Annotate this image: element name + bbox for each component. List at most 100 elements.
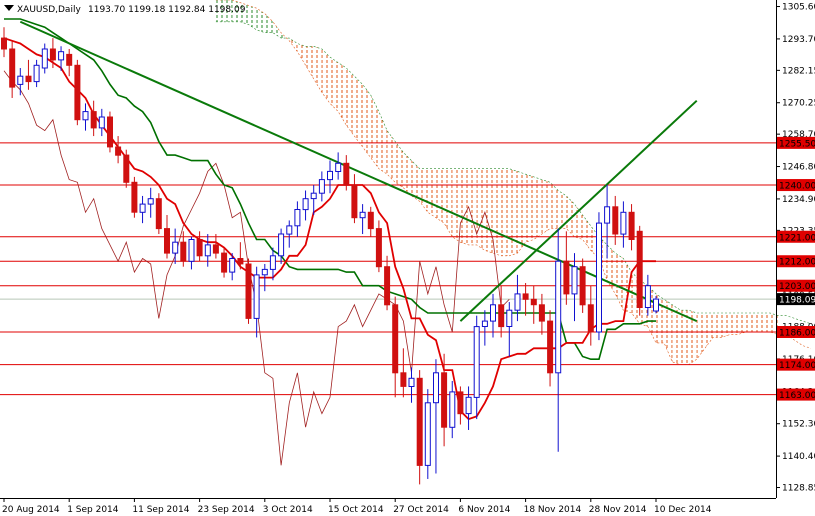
- candle[interactable]: [147, 187, 154, 218]
- candle[interactable]: [17, 68, 24, 96]
- candle[interactable]: [408, 367, 415, 403]
- candle[interactable]: [351, 174, 358, 224]
- candle[interactable]: [66, 48, 73, 77]
- candle[interactable]: [457, 386, 464, 425]
- candle[interactable]: [522, 283, 529, 316]
- candle[interactable]: [253, 266, 260, 338]
- candle[interactable]: [587, 285, 594, 346]
- trend-lines: [19, 20, 698, 323]
- candle[interactable]: [98, 108, 105, 137]
- candle[interactable]: [269, 247, 276, 281]
- candle[interactable]: [490, 293, 496, 338]
- candle[interactable]: [571, 253, 578, 322]
- candle[interactable]: [596, 212, 602, 341]
- candle[interactable]: [612, 195, 619, 245]
- candle[interactable]: [261, 263, 268, 292]
- candle[interactable]: [139, 195, 146, 224]
- candle[interactable]: [74, 59, 81, 126]
- candle[interactable]: [343, 155, 350, 191]
- candle[interactable]: [563, 231, 570, 305]
- candle[interactable]: [644, 274, 651, 316]
- candle[interactable]: [172, 228, 179, 264]
- candle[interactable]: [473, 315, 480, 420]
- candle[interactable]: [547, 310, 554, 387]
- candle[interactable]: [653, 296, 659, 314]
- candle[interactable]: [335, 152, 342, 180]
- ohlc-readout: 1193.70 1199.18 1192.84 1198.09: [88, 5, 246, 15]
- candle[interactable]: [392, 296, 399, 398]
- candle[interactable]: [155, 193, 162, 235]
- candle[interactable]: [131, 176, 138, 218]
- candle-body: [1, 37, 7, 50]
- candle[interactable]: [245, 258, 252, 324]
- candle[interactable]: [180, 231, 187, 267]
- candle[interactable]: [441, 353, 448, 447]
- candle[interactable]: [164, 214, 170, 259]
- candle[interactable]: [498, 285, 505, 338]
- candle[interactable]: [318, 171, 325, 202]
- candle[interactable]: [530, 285, 537, 324]
- candle[interactable]: [33, 59, 40, 88]
- level-price-label: 1212.00: [777, 255, 815, 268]
- candle[interactable]: [41, 43, 48, 74]
- candle[interactable]: [278, 228, 285, 264]
- candle[interactable]: [327, 160, 333, 194]
- candle[interactable]: [538, 293, 545, 335]
- candle[interactable]: [310, 185, 317, 215]
- level-label-text: 1221.00: [779, 233, 815, 243]
- candle[interactable]: [433, 359, 439, 474]
- senkou-span-a: [215, 0, 811, 365]
- candle[interactable]: [555, 228, 562, 452]
- candle[interactable]: [465, 386, 472, 430]
- candle-body: [498, 304, 505, 328]
- cloud-segment: [387, 130, 396, 183]
- x-tick-label: 6 Nov 2014: [458, 505, 510, 515]
- candle[interactable]: [302, 190, 309, 221]
- candle[interactable]: [237, 242, 244, 270]
- candle[interactable]: [367, 206, 374, 237]
- candle[interactable]: [384, 255, 391, 311]
- candle[interactable]: [400, 348, 407, 398]
- candle[interactable]: [359, 204, 366, 235]
- current-price-label: 1198.09: [777, 293, 815, 306]
- candle[interactable]: [9, 40, 16, 98]
- candle[interactable]: [107, 111, 113, 153]
- candle[interactable]: [221, 247, 228, 278]
- trend-line[interactable]: [459, 99, 698, 322]
- candle[interactable]: [123, 149, 130, 188]
- candle[interactable]: [115, 136, 122, 164]
- candle[interactable]: [49, 38, 56, 69]
- candle[interactable]: [82, 103, 89, 131]
- candle[interactable]: [58, 46, 65, 71]
- candle[interactable]: [628, 204, 635, 251]
- candle[interactable]: [416, 370, 423, 485]
- candle[interactable]: [620, 201, 627, 248]
- candle[interactable]: [579, 258, 586, 313]
- candle[interactable]: [90, 100, 97, 137]
- candle[interactable]: [636, 225, 643, 316]
- x-tick-label: 18 Nov 2014: [524, 505, 582, 515]
- candle-body: [596, 222, 602, 333]
- candle[interactable]: [286, 220, 293, 248]
- candle[interactable]: [212, 234, 219, 259]
- candle[interactable]: [424, 389, 431, 479]
- x-tick-label: 11 Sep 2014: [132, 505, 189, 515]
- candle[interactable]: [506, 302, 513, 357]
- candle[interactable]: [25, 59, 32, 90]
- candle[interactable]: [375, 220, 382, 273]
- candle[interactable]: [196, 231, 203, 262]
- candle[interactable]: [449, 380, 456, 439]
- candle[interactable]: [229, 253, 236, 281]
- candle[interactable]: [1, 27, 7, 58]
- cloud-segment: [452, 168, 461, 243]
- candle[interactable]: [604, 185, 611, 259]
- candle[interactable]: [294, 201, 301, 237]
- trend-line[interactable]: [19, 20, 698, 323]
- candle[interactable]: [481, 310, 488, 346]
- candle-body: [294, 209, 301, 227]
- candle[interactable]: [204, 234, 211, 267]
- candle[interactable]: [188, 236, 195, 270]
- level-label-text: 1203.00: [779, 282, 815, 292]
- candle[interactable]: [514, 274, 521, 322]
